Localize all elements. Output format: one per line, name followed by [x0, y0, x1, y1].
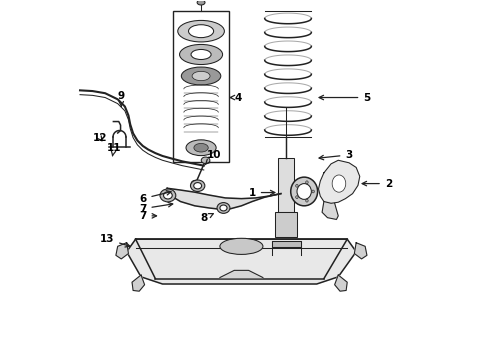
Text: 8: 8 — [200, 213, 213, 223]
Ellipse shape — [220, 205, 227, 211]
Ellipse shape — [192, 71, 210, 81]
Text: 6: 6 — [139, 191, 171, 204]
Bar — [173, 12, 229, 162]
Polygon shape — [318, 160, 360, 203]
Polygon shape — [132, 275, 145, 291]
Ellipse shape — [297, 184, 311, 199]
Ellipse shape — [191, 49, 211, 59]
Ellipse shape — [186, 140, 216, 156]
Ellipse shape — [295, 184, 298, 187]
Polygon shape — [335, 275, 347, 291]
Ellipse shape — [191, 180, 205, 192]
Ellipse shape — [164, 192, 172, 199]
Ellipse shape — [291, 177, 318, 206]
Polygon shape — [322, 202, 338, 220]
Ellipse shape — [312, 190, 315, 193]
Text: 2: 2 — [362, 179, 392, 189]
Polygon shape — [116, 243, 128, 259]
Text: 11: 11 — [107, 143, 122, 156]
Text: 10: 10 — [205, 150, 222, 165]
Text: 7: 7 — [139, 211, 156, 221]
Ellipse shape — [220, 238, 263, 255]
Ellipse shape — [295, 196, 298, 199]
Ellipse shape — [189, 25, 214, 38]
Text: 13: 13 — [99, 234, 130, 247]
Polygon shape — [126, 239, 356, 284]
Ellipse shape — [217, 203, 230, 213]
Bar — [278, 158, 294, 212]
Ellipse shape — [181, 67, 221, 85]
Ellipse shape — [306, 181, 308, 184]
Polygon shape — [354, 243, 367, 259]
Text: 5: 5 — [319, 93, 370, 103]
Bar — [275, 212, 297, 237]
Ellipse shape — [194, 143, 208, 152]
Text: 9: 9 — [118, 91, 125, 107]
Polygon shape — [167, 188, 281, 210]
Ellipse shape — [306, 199, 308, 202]
Ellipse shape — [191, 180, 200, 187]
Ellipse shape — [178, 21, 224, 42]
Bar — [272, 241, 300, 247]
Text: 1: 1 — [248, 188, 275, 198]
Ellipse shape — [194, 183, 201, 189]
Ellipse shape — [160, 189, 176, 202]
Ellipse shape — [201, 157, 210, 163]
Text: 3: 3 — [319, 150, 353, 160]
Text: 4: 4 — [230, 93, 242, 103]
Ellipse shape — [179, 44, 222, 64]
Text: 7: 7 — [139, 202, 173, 214]
Text: 12: 12 — [93, 133, 107, 143]
Ellipse shape — [332, 175, 346, 192]
Ellipse shape — [197, 0, 205, 5]
Polygon shape — [220, 270, 263, 278]
